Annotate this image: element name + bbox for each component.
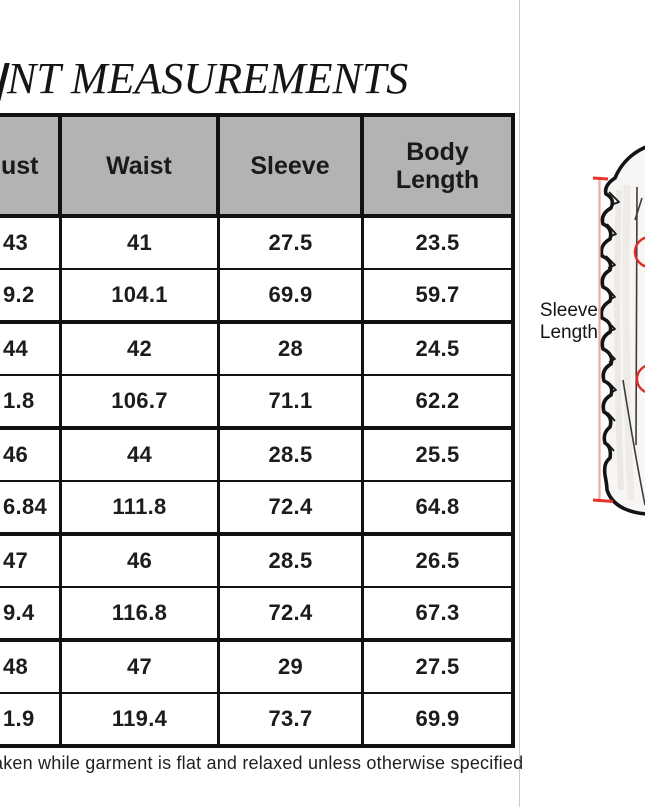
table-row-size2-in: 44 42 28 24.5 [0,324,511,376]
cell-waist: 47 [62,642,220,692]
cell-sleeve: 28.5 [220,430,364,480]
table-row-size2-cm: 1.8 106.7 71.1 62.2 [0,376,511,430]
table-row-size4-in: 47 46 28.5 26.5 [0,536,511,588]
table-row-size3-cm: 6.84 111.8 72.4 64.8 [0,482,511,536]
garment-outline [599,145,645,516]
cell-bust: 1.9 [0,694,62,744]
measure-tick-top [592,176,609,181]
cell-body-length: 24.5 [415,336,460,361]
cell-bust: 43 [0,218,62,268]
cell-bust: 48 [0,642,62,692]
measure-line [592,176,614,503]
cell-bust: 46 [0,430,62,480]
cell-sleeve: 72.4 [220,588,364,638]
sleeve-length-label: Sleeve Length [524,300,598,343]
cell-sleeve: 29 [220,642,364,692]
cell-body-length: 69.9 [415,706,460,731]
cell-waist: 42 [62,324,220,374]
cell-waist: 106.7 [62,376,220,426]
cell-bust: 44 [0,324,62,374]
sleeve-diagram: Sleeve Length [513,140,645,570]
ruffle-marks [605,191,620,452]
col-header-bust: ust [0,117,62,214]
sleeve-length-label-line2: Length [539,321,598,343]
sleeve-length-label-line1: Sleeve [539,300,598,321]
cell-sleeve: 28.5 [220,536,364,586]
seam-lines [622,186,645,506]
cell-waist: 119.4 [62,694,220,744]
cell-sleeve: 73.7 [220,694,364,744]
cell-bust: 47 [0,536,62,586]
table-row-size5-in: 48 47 29 27.5 [0,642,511,694]
col-header-sleeve: Sleeve [220,117,364,214]
cell-sleeve: 69.9 [220,270,364,320]
cell-body-length: 27.5 [415,654,460,679]
cell-bust: 1.8 [0,376,62,426]
cell-sleeve: 72.4 [220,482,364,532]
cell-bust: 6.84 [0,482,62,532]
cell-bust: 9.4 [0,588,62,638]
table-row-size5-cm: 1.9 119.4 73.7 69.9 [0,694,511,744]
page-title: NT MEASUREMENTS [7,54,409,103]
cell-body-length: 26.5 [415,548,460,573]
sleeve-sketch [592,145,645,516]
col-header-body-length: Body Length [364,117,511,214]
cell-body-length: 59.7 [415,282,460,307]
table-row-size4-cm: 9.4 116.8 72.4 67.3 [0,588,511,642]
measure-tick-bottom [592,498,614,503]
cell-sleeve: 27.5 [220,218,364,268]
table-row-size1-cm: 9.2 104.1 69.9 59.7 [0,270,511,324]
cell-body-length: 67.3 [415,600,460,625]
cell-body-length: 23.5 [415,230,460,255]
table-row-size1-in: 43 41 27.5 23.5 [0,218,511,270]
cell-bust: 9.2 [0,270,62,320]
measurement-note: aken while garment is flat and relaxed u… [0,753,524,773]
cell-sleeve: 28 [220,324,364,374]
col-header-waist: Waist [62,117,220,214]
measurements-table: ust Waist Sleeve Body Length 43 41 27.5 … [0,113,515,748]
table-row-size3-in: 46 44 28.5 25.5 [0,430,511,482]
cell-waist: 44 [62,430,220,480]
fit-circle-top [633,236,645,268]
cell-body-length: 25.5 [415,442,460,467]
cell-body-length: 62.2 [415,388,460,413]
cell-waist: 111.8 [62,482,220,532]
table-header-row: ust Waist Sleeve Body Length [0,117,511,218]
cell-sleeve: 71.1 [220,376,364,426]
fit-circle-bottom [635,365,645,393]
cell-waist: 46 [62,536,220,586]
page-edge-line [519,0,520,807]
cell-waist: 116.8 [62,588,220,638]
cell-waist: 104.1 [62,270,220,320]
cell-body-length: 64.8 [415,494,460,519]
cell-waist: 41 [62,218,220,268]
